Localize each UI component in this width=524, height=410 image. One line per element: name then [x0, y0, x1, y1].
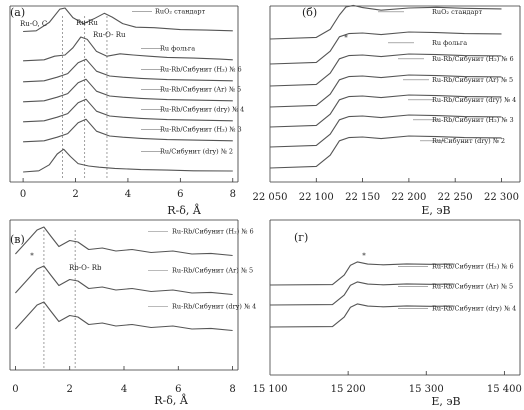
x-axis-label: R-δ, Å — [167, 203, 202, 217]
series-label: Ru-Rb/Сибунит (Ar) № 5 — [432, 76, 513, 84]
x-tick-label: 4 — [121, 384, 127, 395]
series-label: Ru/Сибунит (dry) № 2 — [160, 148, 233, 156]
series-label: Ru-Rb/Сибунит (Ar) № 5 — [160, 86, 241, 94]
series-label: Ru-Rb/Сибунит (Ar) № 5 — [172, 267, 253, 275]
annotation: * — [362, 252, 366, 260]
series-label: Ru-Rb/Сибунит (dry) № 4 — [172, 303, 256, 311]
x-tick-label: 22 050 — [253, 192, 288, 203]
series-line — [269, 135, 502, 169]
series-label: RuO₂ стандарт — [432, 8, 483, 16]
panel-label: (в) — [10, 233, 25, 246]
x-tick-label: 15 200 — [331, 384, 366, 395]
series-line — [269, 4, 502, 40]
panel-3: (в) 0 2 4 6 8 R-δ, Å Ru-Rb/Сибунит (H₂) № 6 Ru-R… — [9, 219, 256, 407]
series-label: Ru-Rb/Сибунит (H₂) № 3 — [432, 116, 514, 124]
series-line — [14, 265, 233, 296]
annotation: * — [344, 34, 348, 42]
x-tick-label: 15 100 — [253, 384, 288, 395]
series-label: Ru-Rb/Сибунит (H₂) № 6 — [432, 262, 514, 270]
series-line — [269, 31, 502, 65]
series-line — [23, 98, 233, 123]
series-label: Ru-Rb/Сибунит (dry) № 4 — [432, 304, 516, 312]
panel-2: (б) 22 050 22 100 22 150 22 200 22 250 22 300 E… — [253, 4, 521, 217]
x-tick-label: 22 300 — [484, 192, 519, 203]
panel-1: (а) 0 2 4 6 8 R-δ, Å RuO₂ стандарт Ru фольга Ru-R… — [9, 5, 244, 217]
series-line — [269, 53, 502, 87]
series-line — [269, 281, 454, 306]
x-tick-label: 0 — [20, 189, 26, 200]
series-label: Ru-Rb/Сибунит (dry) № 4 — [432, 96, 516, 104]
x-tick-label: 0 — [12, 384, 18, 395]
series-line — [23, 58, 233, 83]
x-tick-label: 22 200 — [391, 192, 426, 203]
x-tick-label: 22 150 — [345, 192, 380, 203]
annotation: Ru-O- Ru — [93, 31, 126, 39]
series-line — [14, 226, 233, 257]
series-label: Ru-Rb/Сибунит (H₂) № 6 — [160, 66, 242, 74]
x-tick-label: 2 — [72, 189, 78, 200]
x-tick-label: 22 100 — [299, 192, 334, 203]
x-axis-label: E, эВ — [421, 204, 450, 217]
series-line — [23, 7, 233, 33]
series-label: Ru фольга — [160, 45, 195, 53]
series-line — [23, 78, 233, 103]
annotation: Ru-Ru — [76, 19, 98, 27]
series-line — [269, 114, 502, 148]
annotation: Ru-O, C — [20, 20, 47, 28]
x-tick-label: 8 — [229, 384, 235, 395]
series-line — [23, 118, 233, 143]
series-label: Ru/Сибунит (dry) № 2 — [432, 137, 505, 145]
x-tick-label: 15 300 — [409, 384, 444, 395]
annotation: Rb-O- Rb — [69, 264, 102, 272]
annotation: * — [30, 252, 34, 260]
series-label: RuO₂ стандарт — [155, 8, 206, 16]
x-axis-label: R-δ, Å — [154, 393, 189, 407]
series-label: Ru фольга — [432, 39, 467, 47]
series-line — [14, 301, 233, 332]
x-tick-label: 8 — [230, 189, 236, 200]
series-label: Ru-Rb/Сибунит (Ar) № 5 — [432, 282, 513, 290]
series-line — [269, 303, 454, 328]
series-line — [269, 74, 502, 108]
x-tick-label: 22 250 — [438, 192, 473, 203]
panel-4: (г) 15 100 15 200 15 300 15 400 E, эВ Ru-Rb/Си… — [253, 219, 522, 408]
series-label: Ru-Rb/Сибунит (dry) № 4 — [160, 106, 244, 114]
series-line — [269, 94, 502, 128]
x-tick-label: 6 — [175, 384, 181, 395]
x-tick-label: 4 — [125, 189, 131, 200]
series-label: Ru-Rb/Сибунит (H₂) № 3 — [160, 126, 242, 134]
series-line — [23, 148, 233, 173]
series-label: Ru-Rb/Сибунит (H₂) № 6 — [172, 228, 254, 236]
panel-label: (а) — [10, 6, 25, 19]
series-label: Ru-Rb/Сибунит (H₂) № 6 — [432, 55, 514, 63]
x-tick-label: 2 — [67, 384, 73, 395]
panel-label: (г) — [294, 231, 308, 244]
x-tick-label: 15 400 — [487, 384, 522, 395]
x-tick-label: 6 — [177, 189, 183, 200]
panel-label: (б) — [302, 6, 317, 19]
x-axis-label: E, эВ — [431, 395, 460, 408]
series-line — [23, 36, 233, 62]
series-line — [269, 261, 454, 286]
